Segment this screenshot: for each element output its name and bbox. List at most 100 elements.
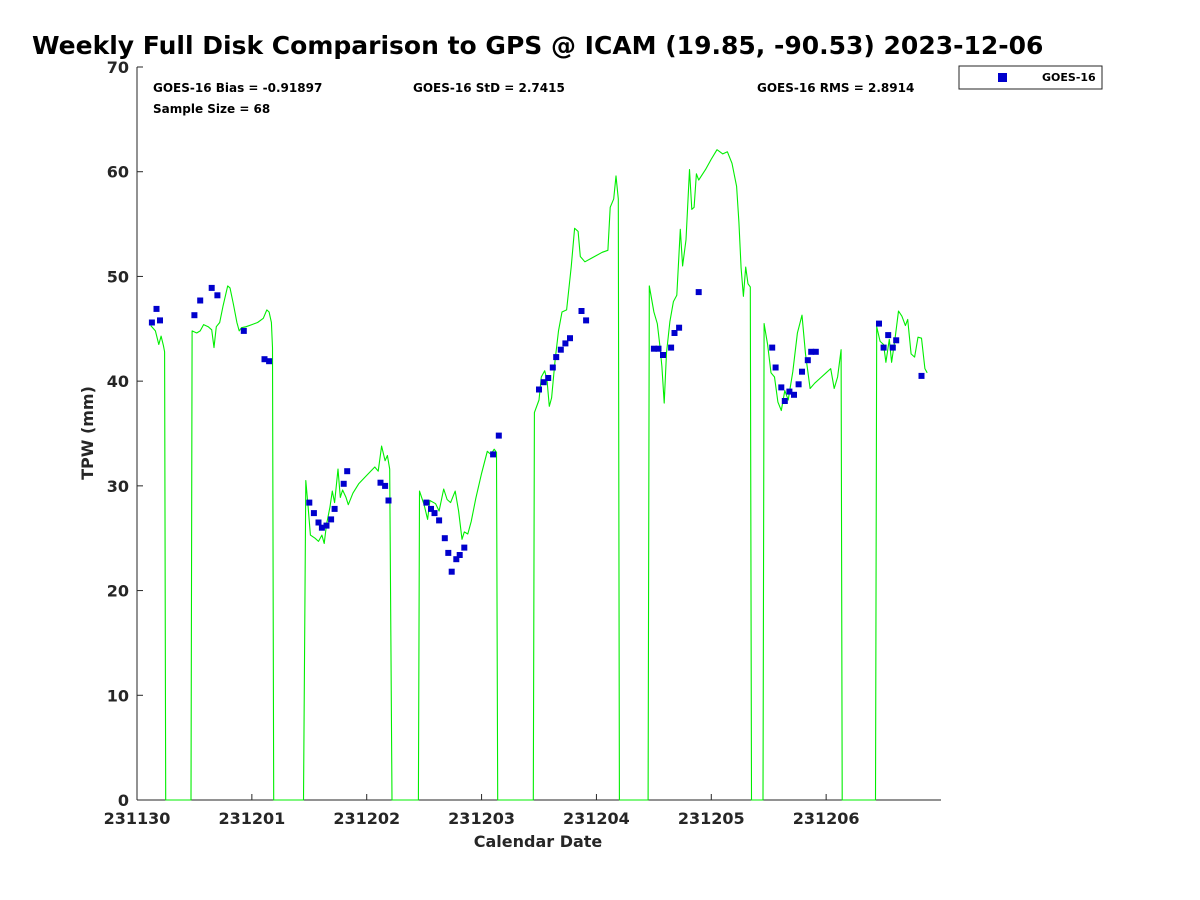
stat-bias: GOES-16 Bias = -0.91897 [153,81,322,95]
goes16-point [423,499,430,506]
goes16-point [266,358,273,365]
goes16-point [318,524,325,531]
goes16-point [660,352,666,358]
goes16-point [495,432,502,439]
goes16-point [808,348,815,355]
y-tick-label: 60 [107,163,129,182]
y-tick-label: 0 [118,791,129,810]
goes16-point [778,384,785,391]
goes16-point [540,379,547,386]
goes16-point [769,344,776,351]
goes16-point [490,451,497,458]
goes16-point [382,482,389,489]
goes16-point [668,344,675,351]
goes16-point [315,519,322,526]
goes16-point [340,480,347,487]
gps-tpw-line [150,149,928,801]
goes16-point [583,317,590,324]
x-tick-label: 231201 [218,809,285,828]
goes16-point [148,319,155,326]
goes16-point [431,510,438,517]
goes16-point [261,356,268,363]
legend: GOES-16 [958,65,1103,90]
stat-rms: GOES-16 RMS = 2.8914 [757,81,914,95]
y-axis-label: TPW (mm) [78,386,97,480]
y-tick-label: 50 [107,267,129,286]
goes16-point [557,346,564,353]
goes16-point [197,297,204,304]
goes16-point [545,375,552,381]
goes16-point [208,284,215,291]
series-layer [148,149,928,801]
x-axis-label: Calendar Date [474,832,603,851]
goes16-point [157,317,163,324]
x-tick-label: 231202 [333,809,400,828]
goes16-point [344,468,351,475]
goes16-point [436,517,443,524]
chart-title: Weekly Full Disk Comparison to GPS @ ICA… [32,31,1043,60]
goes16-point [323,522,330,529]
y-tick-label: 30 [107,477,129,496]
goes16-point [549,364,556,371]
legend-marker-goes16 [998,73,1007,82]
y-tick-label: 10 [107,686,129,705]
goes16-point [441,535,448,542]
goes16-point [655,345,662,352]
x-tick-label: 231205 [678,809,745,828]
goes16-point [240,327,247,334]
goes16-point [918,372,925,379]
x-tick-label: 231204 [563,809,630,828]
goes16-point [377,479,384,486]
goes16-point [385,497,392,504]
goes16-point [562,340,569,347]
goes16-point [578,308,585,314]
y-ticks: 0 10 20 30 40 50 60 70 [107,58,143,810]
goes16-point [795,381,802,388]
x-tick-label: 231203 [448,809,515,828]
legend-box [958,65,1103,90]
goes16-point [310,510,317,517]
goes16-point [428,505,434,512]
goes16-point [791,391,797,398]
goes16-point [695,289,702,296]
stat-sample-size: Sample Size = 68 [153,102,270,116]
plot-area: 0 10 20 30 40 50 60 70 231130 231201 231202 231203… [104,58,941,828]
goes16-point [553,354,560,361]
goes16-point [456,552,463,558]
goes16-point [650,345,657,352]
goes16-point [676,324,683,331]
goes16-point [191,312,198,319]
goes16-point [536,386,542,393]
goes16-point [812,348,819,355]
x-tick-label: 231206 [793,809,860,828]
goes16-point [153,305,160,312]
goes16-point [876,320,882,327]
goes16-point [453,556,460,563]
goes16-point [461,544,468,551]
goes16-point [799,368,805,375]
goes16-point [885,332,892,339]
goes16-point [671,330,678,336]
y-tick-label: 40 [107,372,129,391]
y-tick-label: 70 [107,58,129,77]
y-tick-label: 20 [107,582,129,601]
goes16-point [786,388,793,395]
goes16-point [781,398,788,404]
goes16-point [880,344,887,351]
goes16-point [445,549,452,556]
x-ticks: 231130 231201 231202 231203 231204 231205 2312… [104,794,860,828]
goes16-point [804,357,811,364]
stat-std: GOES-16 StD = 2.7415 [413,81,565,95]
goes16-point [331,505,338,512]
goes16-point [772,364,779,371]
goes16-point [328,516,335,523]
goes16-point [893,337,900,344]
goes16-point [889,344,896,351]
goes16-point [567,335,573,342]
legend-label-goes16: GOES-16 [1042,71,1096,84]
goes16-point [214,292,221,299]
goes16-point [448,568,455,575]
goes16-point [306,499,313,506]
x-tick-label: 231130 [104,809,171,828]
